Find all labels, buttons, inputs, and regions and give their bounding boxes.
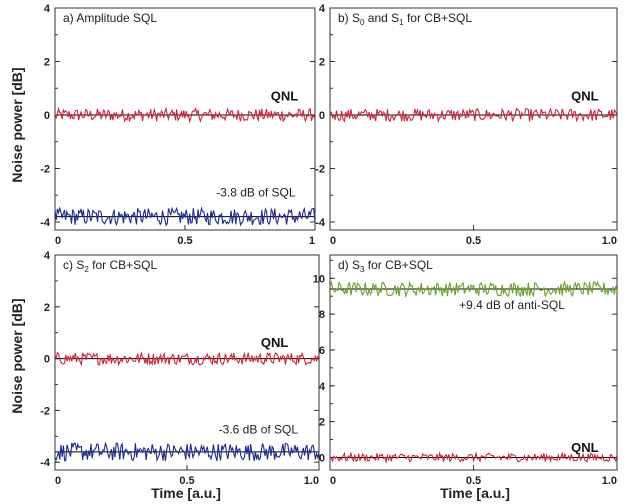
y-tick-label: -2 xyxy=(315,163,325,175)
y-tick-label: 4 xyxy=(44,250,51,262)
y-tick-label: 0 xyxy=(44,354,50,366)
level-annotation: +9.4 dB of anti-SQL xyxy=(459,298,565,312)
series-line xyxy=(329,107,618,124)
qnl-label: QNL xyxy=(271,88,299,103)
title-part: for CB+SQL xyxy=(404,11,473,25)
y-tick-label: 2 xyxy=(44,56,50,68)
qnl-label: QNL xyxy=(261,335,289,350)
title-part: d) S xyxy=(338,258,360,272)
level-annotation: -3.8 dB of SQL xyxy=(216,186,296,200)
x-tick-label: 0 xyxy=(330,235,336,247)
panel-d: 10 8 6 4 2 00 0.5 1.0 d) S3 for CB+SQL +9.4 dB of… xyxy=(313,254,618,487)
y-tick-label: 2 xyxy=(44,302,50,314)
panel-title: a) Amplitude SQL xyxy=(63,11,157,25)
title-part: for CB+SQL xyxy=(89,258,158,272)
title-subscript: 2 xyxy=(84,265,89,274)
series-line xyxy=(54,441,320,463)
x-axis-label-left: Time [a.u.] xyxy=(151,485,221,501)
plot-frame xyxy=(54,254,320,471)
series-line xyxy=(54,206,316,227)
qnl-label: QNL xyxy=(571,440,599,455)
panel-title: c) S2 for CB+SQL xyxy=(63,258,157,274)
y-tick-label: 2 xyxy=(319,417,325,429)
x-tick-label: 1.0 xyxy=(304,475,319,487)
title-part: and S xyxy=(364,11,399,25)
x-tick-label: 0 xyxy=(330,475,336,487)
panel-a: 4 2 0 -2 -4 0 0.5 1 a) Amplitude SQL QNL -3.8 dB o… xyxy=(40,3,316,247)
x-tick-label: 0.5 xyxy=(177,235,192,247)
x-tick-label: 0.5 xyxy=(466,235,481,247)
y-tick-label: 4 xyxy=(319,381,326,393)
title-subscript: 3 xyxy=(360,265,365,274)
x-tick-label: 0 xyxy=(55,235,61,247)
y-tick-label: -4 xyxy=(40,217,51,229)
x-tick-label: 0 xyxy=(55,475,61,487)
y-axis-label-bottom: Noise power [dB] xyxy=(9,298,25,413)
series-line xyxy=(54,106,316,124)
y-tick-label: -2 xyxy=(40,405,50,417)
y-tick-label: -2 xyxy=(40,163,50,175)
series-line xyxy=(329,451,618,464)
y-tick-label: 4 xyxy=(319,3,326,15)
panel-title: b) S0 and S1 for CB+SQL xyxy=(338,11,472,27)
y-tick-label: 0 xyxy=(44,110,50,122)
x-tick-label: 0.5 xyxy=(466,475,481,487)
y-tick-label: 0 xyxy=(319,452,325,464)
y-tick-label: 8 xyxy=(319,309,325,321)
title-part: for CB+SQL xyxy=(364,258,433,272)
title-subscript: 0 xyxy=(360,18,365,27)
y-tick-label: 4 xyxy=(44,3,51,15)
x-tick-label: 1.0 xyxy=(602,235,617,247)
x-tick-label: 1 xyxy=(309,235,315,247)
level-annotation: -3.6 dB of SQL xyxy=(219,423,299,437)
title-part: c) S xyxy=(63,258,84,272)
y-tick-label: 10 xyxy=(313,273,325,285)
y-axis-label-top: Noise power [dB] xyxy=(9,67,25,182)
series-line xyxy=(329,280,618,299)
x-tick-label: 0.5 xyxy=(179,475,194,487)
title-subscript: 1 xyxy=(399,18,404,27)
x-tick-label: 1.0 xyxy=(602,475,617,487)
qnl-label: QNL xyxy=(571,88,599,103)
panel-title: d) S3 for CB+SQL xyxy=(338,258,433,274)
y-tick-label: -4 xyxy=(40,457,51,469)
y-tick-label: 6 xyxy=(319,345,325,357)
y-tick-label: -4 xyxy=(315,217,326,229)
series-line xyxy=(54,351,320,367)
x-axis-label-right: Time [a.u.] xyxy=(440,485,510,501)
y-tick-label: 0 xyxy=(319,110,325,122)
y-tick-label: 2 xyxy=(319,56,325,68)
title-part: b) S xyxy=(338,11,360,25)
